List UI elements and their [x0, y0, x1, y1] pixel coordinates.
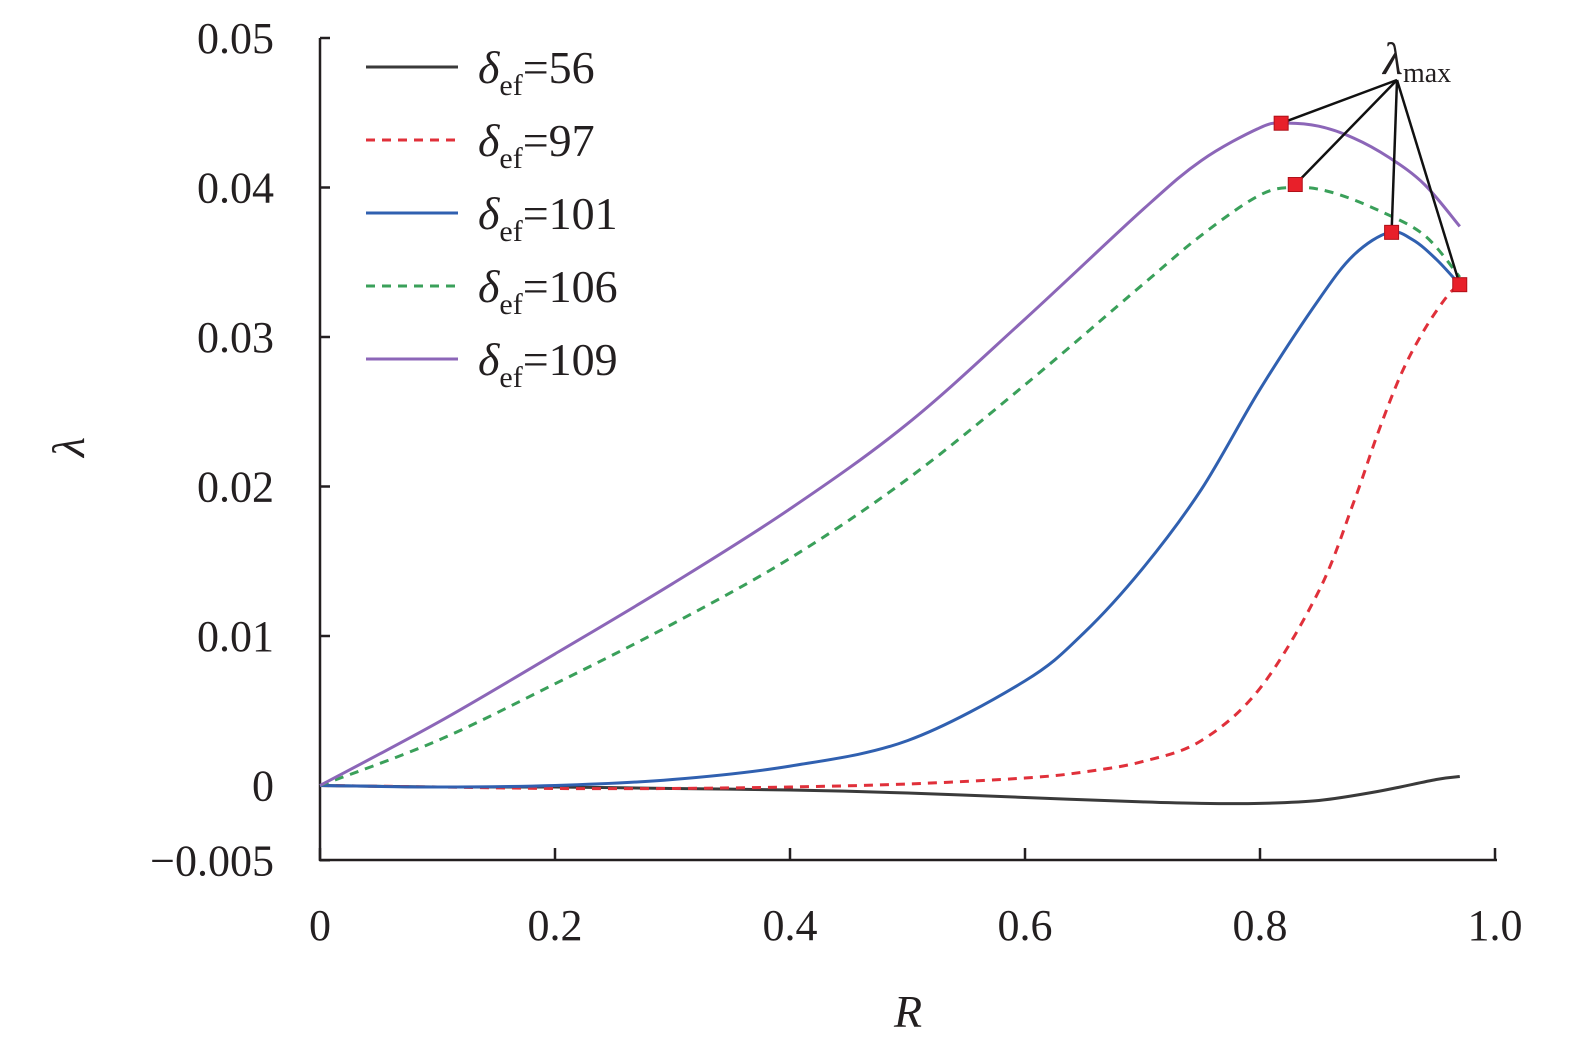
max-markers: [1273, 115, 1468, 293]
legend-subscript: ef: [499, 288, 522, 321]
annotation-pointer: [1294, 79, 1398, 186]
x-tick-label: 0.4: [763, 901, 818, 950]
lambda-max-annotation: λmax: [1280, 33, 1461, 286]
annotation-symbol: λ: [1381, 33, 1403, 84]
legend-value: =109: [523, 334, 618, 385]
legend-value: =97: [523, 115, 595, 166]
annotation-pointer: [1390, 79, 1399, 233]
y-tick-label: 0: [252, 762, 274, 811]
lambda-max-marker: [1452, 277, 1468, 293]
y-tick-label: −0.005: [150, 836, 274, 885]
x-axis-title: R: [893, 986, 922, 1037]
x-tick-label: 0.2: [528, 901, 583, 950]
lambda-max-marker: [1384, 224, 1400, 240]
lambda-max-marker: [1287, 177, 1303, 193]
legend-value: =101: [523, 188, 618, 239]
y-tick-label: 0.05: [197, 14, 274, 63]
legend-symbol: δ: [478, 115, 500, 166]
lambda-max-marker: [1273, 115, 1289, 131]
legend-label: δef=97: [478, 115, 595, 175]
x-tick-label: 0: [309, 901, 331, 950]
legend-label: δef=56: [478, 42, 595, 102]
series-line-101: [319, 230, 1461, 789]
legend-subscript: ef: [499, 215, 522, 248]
legend-subscript: ef: [499, 69, 522, 102]
y-axis-title: λ: [43, 437, 94, 459]
legend-symbol: δ: [478, 42, 500, 93]
legend-subscript: ef: [499, 142, 522, 175]
y-tick-label: 0.02: [197, 463, 274, 512]
legend-value: =56: [523, 42, 595, 93]
series-line-106: [319, 185, 1461, 787]
legend-symbol: δ: [478, 261, 500, 312]
legend-value: =106: [523, 261, 618, 312]
annotation-subscript: max: [1403, 58, 1451, 89]
series-line-97: [319, 283, 1461, 791]
x-tick-label: 0.6: [998, 901, 1053, 950]
legend-label: δef=106: [478, 261, 618, 321]
y-tick-label: 0.03: [197, 313, 274, 362]
annotation-label: λmax: [1381, 33, 1451, 89]
x-tick-label: 1.0: [1468, 901, 1523, 950]
annotation-pointer: [1395, 79, 1461, 286]
y-tick-label: 0.01: [197, 612, 274, 661]
legend-subscript: ef: [499, 361, 522, 394]
x-tick-label: 0.8: [1233, 901, 1288, 950]
y-ticks: −0.005 0 0.01 0.02 0.03 0.04 0.05: [150, 14, 330, 885]
y-tick-label: 0.04: [197, 164, 274, 213]
legend-label: δef=109: [478, 334, 618, 394]
legend-symbol: δ: [478, 334, 500, 385]
legend-symbol: δ: [478, 188, 500, 239]
legend-label: δef=101: [478, 188, 618, 248]
annotation-pointer: [1280, 78, 1398, 125]
x-ticks: 0 0.2 0.4 0.6 0.8 1.0: [309, 848, 1523, 950]
series-line-109: [319, 121, 1461, 787]
series-line-56: [319, 775, 1460, 806]
